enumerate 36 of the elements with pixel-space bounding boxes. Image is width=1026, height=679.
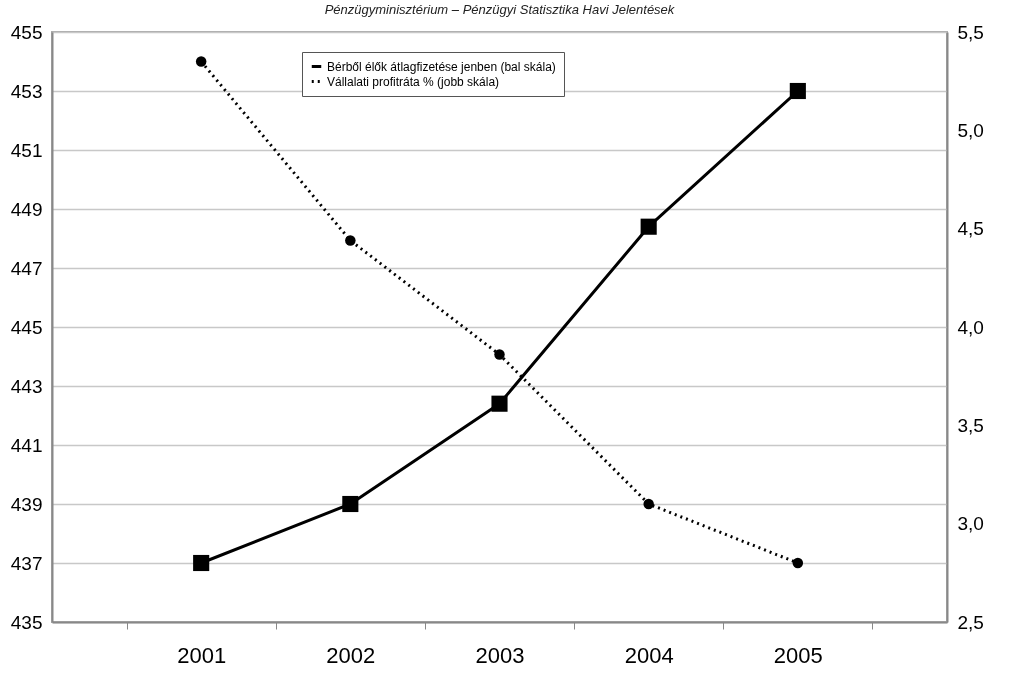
y-tick-label: 437: [10, 552, 43, 574]
point: [643, 498, 654, 510]
point: [345, 235, 356, 246]
y2-tick-label: 5,5: [957, 21, 984, 43]
legend-label: Vállalati profitráta % (jobb skála): [327, 74, 500, 89]
y-tick-label: 449: [10, 198, 43, 220]
point: [494, 349, 505, 360]
point: [640, 218, 657, 235]
y-tick-label: 443: [10, 375, 43, 397]
y-tick-label: 435: [10, 611, 43, 633]
x-tick-label: 2005: [773, 642, 823, 668]
y-tick-label: 439: [10, 493, 43, 515]
y-tick-label: 455: [10, 21, 43, 43]
x-tick-label: 2002: [326, 642, 376, 668]
y2-tick-label: 2,5: [957, 611, 984, 633]
x-tick-label: 2003: [475, 642, 525, 668]
y2-tick-label: 3,5: [957, 414, 984, 436]
chart-title: Pénzügyminisztérium – Pénzügyi Statisztika Havi Jelentések: [324, 2, 676, 17]
y-tick-label: 447: [10, 257, 43, 279]
point: [342, 495, 359, 513]
point: [491, 395, 508, 412]
y-tick-label: 453: [10, 80, 43, 102]
x-tick-label: 2004: [624, 642, 674, 668]
point: [195, 56, 207, 67]
y-tick-label: 445: [10, 316, 43, 338]
y2-tick-label: 4,0: [957, 316, 984, 338]
y2-tick-label: 4,5: [957, 218, 984, 240]
y2-tick-label: 3,0: [957, 513, 984, 535]
x-tick-label: 2001: [177, 642, 227, 668]
point: [789, 82, 806, 100]
point: [193, 554, 210, 572]
y2-tick-label: 5,0: [957, 119, 984, 141]
y-tick-label: 451: [10, 139, 43, 161]
legend-label: Bérből élők átlagfizetése jenben (bal skála): [327, 59, 556, 74]
point: [792, 557, 804, 569]
y-tick-label: 441: [10, 434, 43, 456]
